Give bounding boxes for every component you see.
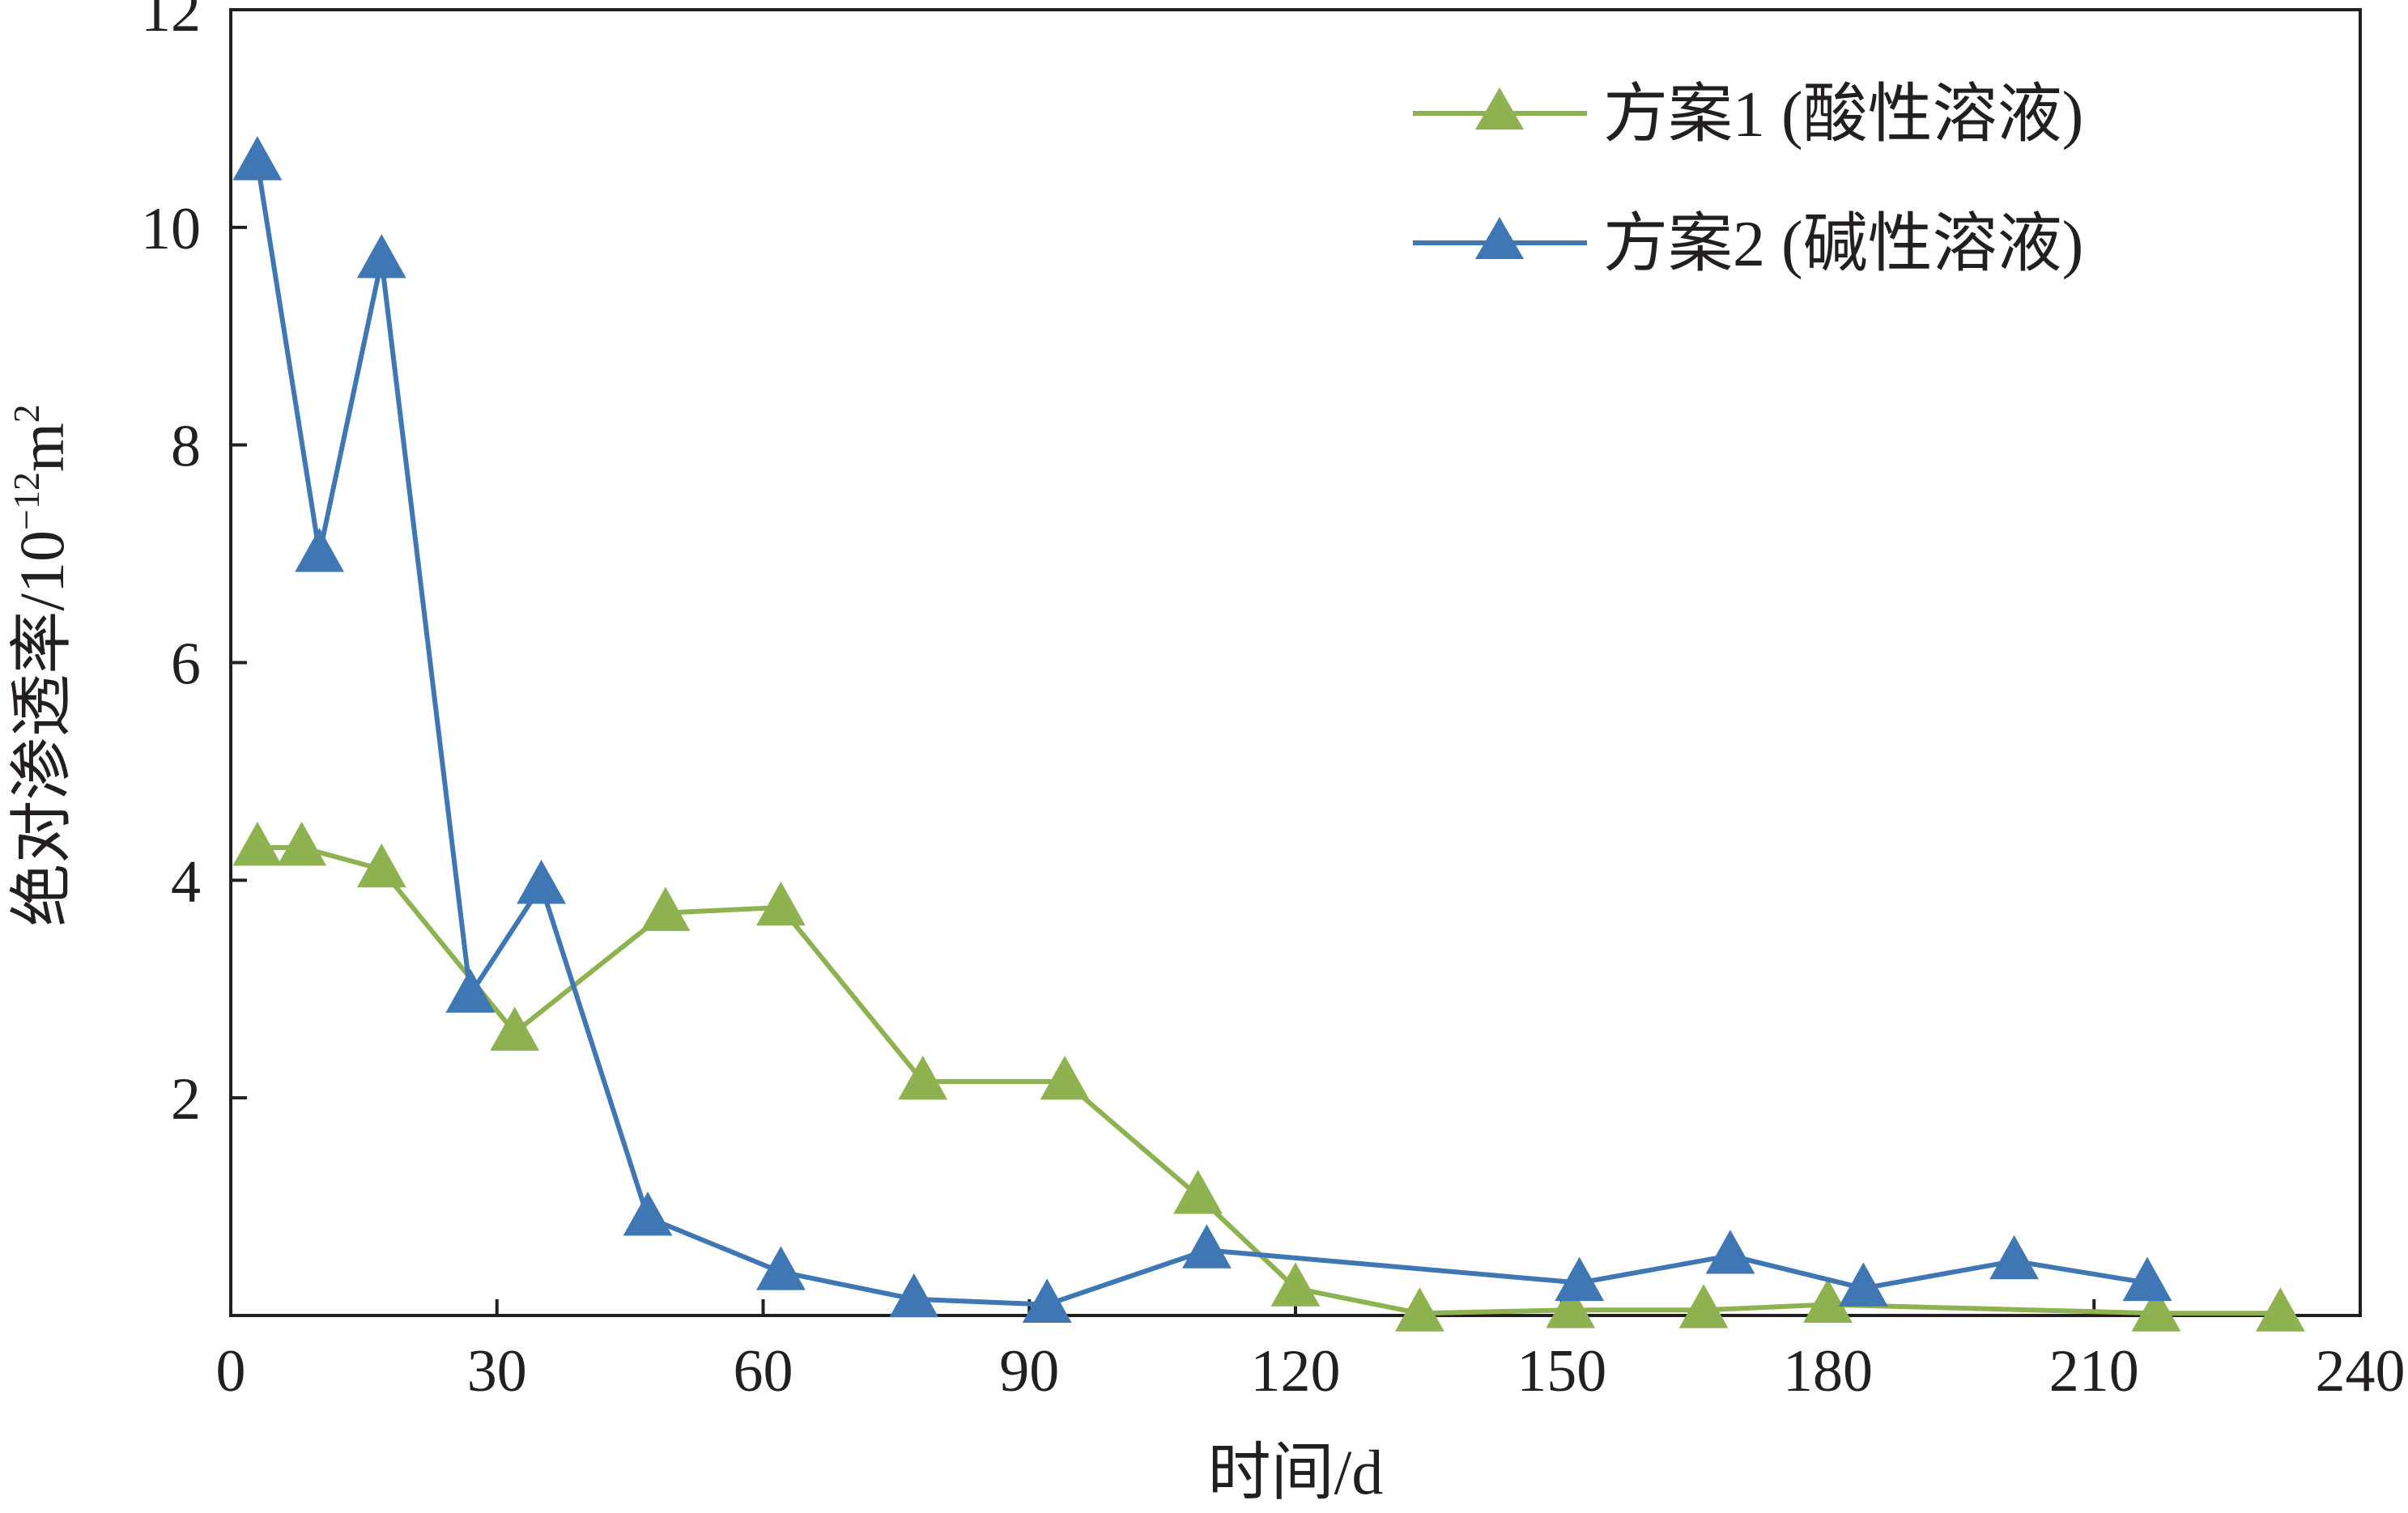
- x-tick-label: 240: [2316, 1338, 2406, 1405]
- data-point: [232, 822, 283, 866]
- data-point: [490, 1006, 540, 1051]
- y-tick-label: 2: [171, 1066, 201, 1133]
- data-point: [1546, 1284, 1596, 1328]
- x-tick-label: 210: [2049, 1338, 2139, 1405]
- x-axis-title: 时间/d: [1208, 1437, 1384, 1507]
- legend-item-series-1: 方案1 (酸性溶液): [1413, 79, 2083, 151]
- data-point: [1555, 1256, 1605, 1302]
- data-point: [889, 1273, 939, 1318]
- legend: 方案1 (酸性溶液) 方案2 (碱性溶液): [1413, 79, 2083, 280]
- y-tick-label: 12: [141, 0, 201, 45]
- data-point: [356, 234, 406, 278]
- data-point: [756, 1246, 806, 1290]
- data-point: [1803, 1278, 1853, 1323]
- data-point: [640, 886, 691, 932]
- data-point: [756, 881, 806, 926]
- legend-label-series-2: 方案2 (碱性溶液): [1603, 209, 2083, 280]
- data-point: [1838, 1262, 1888, 1307]
- data-point: [1182, 1224, 1232, 1269]
- legend-marker-series-2: [1475, 217, 1524, 259]
- x-tick-label: 120: [1251, 1338, 1341, 1405]
- data-point: [1270, 1262, 1321, 1307]
- data-point: [2255, 1287, 2305, 1332]
- x-tick-label: 0: [216, 1338, 246, 1405]
- series-layer: [232, 136, 2305, 1332]
- y-tick-label: 6: [171, 631, 201, 698]
- y-axis-title-main: 绝对渗透率/10: [6, 530, 77, 927]
- data-point: [1040, 1056, 1090, 1100]
- data-point: [1705, 1230, 1755, 1274]
- data-point: [295, 528, 344, 572]
- data-point: [1395, 1287, 1444, 1332]
- legend-marker-series-1: [1475, 87, 1524, 130]
- data-point: [277, 822, 327, 866]
- y-tick-label: 8: [171, 414, 201, 480]
- data-point: [898, 1056, 948, 1100]
- data-point: [517, 860, 566, 904]
- series-1: [232, 822, 2305, 1332]
- y-tick-label: 10: [141, 196, 201, 262]
- x-tick-label: 180: [1783, 1338, 1873, 1405]
- y-axis-title-unit: m: [6, 423, 77, 472]
- x-tick-label: 30: [467, 1338, 527, 1405]
- y-axis-title: 绝对渗透率/10−12m2: [6, 404, 77, 926]
- x-tick-label: 60: [734, 1338, 793, 1405]
- x-tick-label: 150: [1517, 1338, 1606, 1405]
- data-point: [2131, 1287, 2181, 1332]
- data-point: [445, 968, 496, 1013]
- legend-item-series-2: 方案2 (碱性溶液): [1413, 209, 2083, 280]
- axes: 0 30 60 90 120 150 180 210 240 2 4 6 8 10 12 时间/d 绝对渗…: [6, 0, 2406, 1507]
- y-tick-label: 4: [171, 848, 201, 915]
- legend-label-series-1: 方案1 (酸性溶液): [1603, 79, 2083, 151]
- data-point: [2122, 1256, 2172, 1302]
- data-point: [623, 1192, 673, 1236]
- data-point: [1678, 1284, 1729, 1328]
- data-point: [1989, 1235, 2040, 1280]
- y-axis-title-exponent: −12: [6, 472, 47, 530]
- data-point: [232, 136, 283, 181]
- data-point: [1173, 1170, 1223, 1214]
- y-axis-title-unit-exponent: 2: [6, 404, 47, 423]
- series-2-line: [254, 161, 2148, 1307]
- series-1-line: [257, 845, 2281, 1316]
- x-tick-label: 90: [999, 1338, 1059, 1405]
- data-point: [356, 843, 406, 888]
- x-axis-ticks: 0 30 60 90 120 150 180 210 240: [216, 1299, 2406, 1405]
- data-point: [1022, 1278, 1072, 1323]
- y-axis-ticks: 2 4 6 8 10 12: [141, 0, 247, 1133]
- plot-frame: [229, 8, 2362, 1317]
- series-2: [232, 136, 2172, 1323]
